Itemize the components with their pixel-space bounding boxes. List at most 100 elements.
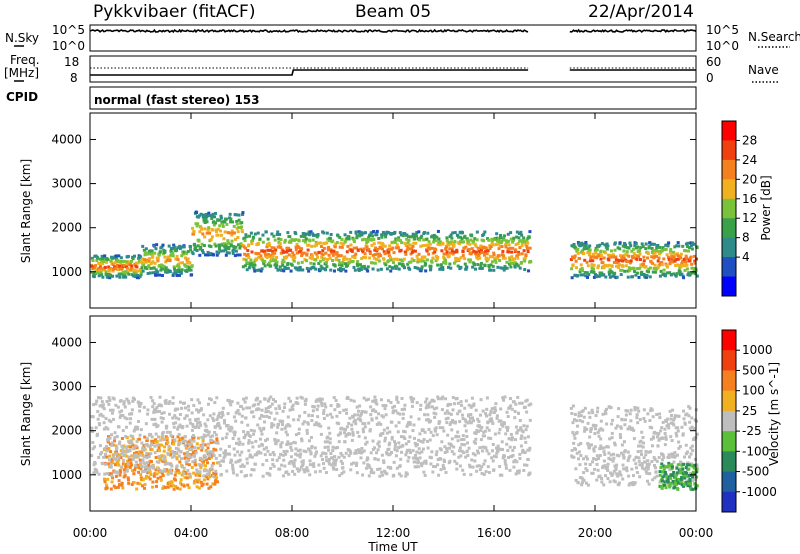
heatmap-cell [509,231,513,235]
heatmap-cell [677,446,681,450]
heatmap-cell [224,248,228,252]
heatmap-cell [316,255,320,259]
heatmap-cell [672,250,676,254]
heatmap-cell [640,242,644,246]
heatmap-cell [489,409,493,413]
heatmap-cell [577,414,581,418]
heatmap-cell [276,425,280,429]
heatmap-cell [680,470,684,474]
heatmap-cell [271,462,275,466]
heatmap-cell [245,268,249,272]
heatmap-cell [480,449,484,453]
heatmap-cell [646,464,650,468]
heatmap-cell [271,252,275,256]
heatmap-cell [303,402,307,406]
heatmap-cell [680,483,684,487]
heatmap-cell [388,265,392,269]
velocity-data [90,395,699,491]
heatmap-cell [502,254,506,258]
heatmap-cell [454,434,458,438]
heatmap-cell [188,421,192,425]
heatmap-cell [225,469,229,473]
heatmap-cell [176,486,180,490]
heatmap-cell [482,462,486,466]
heatmap-cell [135,446,139,450]
heatmap-cell [135,261,139,265]
heatmap-cell [593,445,597,449]
heatmap-cell [660,486,664,490]
heatmap-cell [108,398,112,402]
heatmap-cell [609,457,613,461]
heatmap-cell [461,434,465,438]
heatmap-cell [449,420,453,424]
heatmap-cell [228,212,232,216]
heatmap-cell [426,446,430,450]
heatmap-cell [337,404,341,408]
heatmap-cell [178,460,182,464]
heatmap-cell [285,470,289,474]
heatmap-cell [609,253,613,257]
heatmap-cell [473,441,477,445]
heatmap-cell [495,414,499,418]
heatmap-cell [188,473,192,477]
heatmap-cell [312,462,316,466]
heatmap-cell [448,235,452,239]
heatmap-cell [510,455,514,459]
heatmap-cell [585,246,589,250]
heatmap-cell [258,426,262,430]
heatmap-cell [528,230,532,234]
heatmap-cell [395,395,399,399]
heatmap-cell [204,449,208,453]
heatmap-cell [215,396,219,400]
heatmap-cell [429,456,433,460]
heatmap-cell [100,450,104,454]
heatmap-cell [660,248,664,252]
heatmap-cell [136,261,140,265]
heatmap-cell [214,244,218,248]
velocity-colorbar-swatch [722,410,736,432]
heatmap-cell [127,439,131,443]
heatmap-cell [492,253,496,257]
heatmap-cell [190,447,194,451]
heatmap-cell [475,449,479,453]
heatmap-cell [158,250,162,254]
heatmap-cell [168,270,172,274]
heatmap-cell [470,247,474,251]
heatmap-cell [152,244,156,248]
velocity-ytick-label: 1000 [51,468,82,482]
heatmap-cell [354,252,358,256]
heatmap-cell [691,448,695,452]
heatmap-cell [120,436,124,440]
heatmap-cell [638,475,642,479]
heatmap-cell [104,416,108,420]
heatmap-cell [668,483,672,487]
heatmap-cell [442,429,446,433]
heatmap-cell [166,462,170,466]
heatmap-cell [686,245,690,249]
heatmap-cell [108,442,112,446]
heatmap-cell [204,218,208,222]
heatmap-cell [189,438,193,442]
heatmap-cell [343,233,347,237]
heatmap-cell [109,463,113,467]
heatmap-cell [241,265,245,269]
heatmap-cell [346,263,350,267]
heatmap-cell [172,454,176,458]
heatmap-cell [231,466,235,470]
heatmap-cell [393,264,397,268]
heatmap-cell [406,245,410,249]
heatmap-cell [191,425,195,429]
heatmap-cell [413,460,417,464]
heatmap-cell [474,267,478,271]
heatmap-cell [158,409,162,413]
heatmap-cell [316,404,320,408]
heatmap-cell [661,420,665,424]
heatmap-cell [156,467,160,471]
heatmap-cell [124,425,128,429]
heatmap-cell [577,443,581,447]
heatmap-cell [366,239,370,243]
heatmap-cell [494,446,498,450]
heatmap-cell [189,248,193,252]
heatmap-cell [410,235,414,239]
heatmap-cell [122,458,126,462]
